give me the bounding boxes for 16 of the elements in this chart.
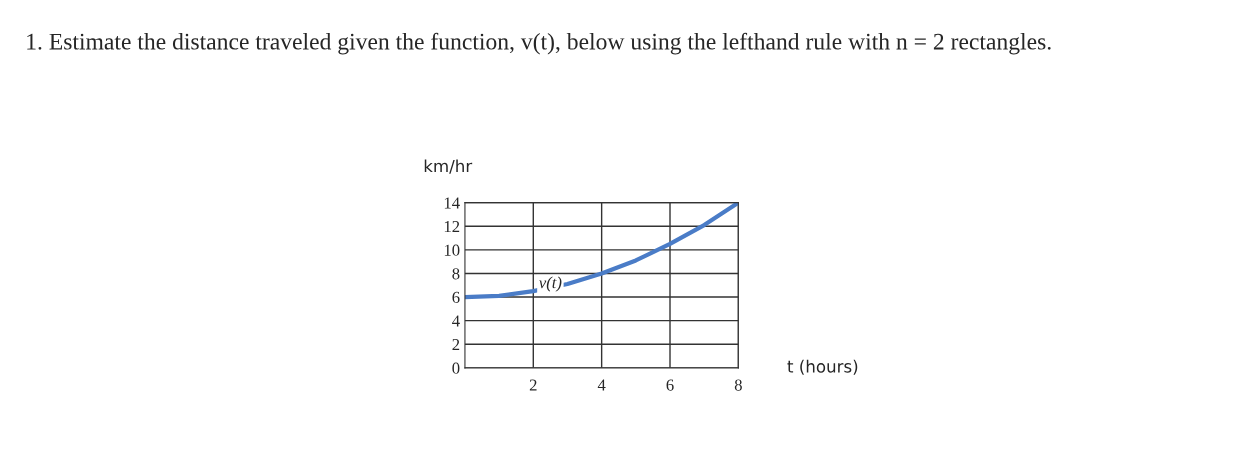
y-axis-title: km/hr [424, 159, 473, 174]
y-tick-label: 0 [452, 362, 460, 374]
y-tick-label: 10 [444, 244, 460, 256]
chart-title: 1. Estimate the distance traveled given the function, v(t), below using the lefthand rule with n = 2 rectangles. [27, 32, 1051, 55]
x-tick-label: 6 [666, 379, 674, 391]
annotation: v(t) [539, 276, 562, 292]
y-tick-label: 4 [452, 315, 460, 327]
y-tick-label: 8 [452, 268, 460, 280]
x-axis-title: t (hours) [787, 359, 858, 375]
y-tick-label: 12 [444, 220, 460, 233]
x-tick-label: 2 [529, 379, 537, 391]
x-tick-label: 4 [597, 379, 606, 391]
x-tick-label: 8 [734, 379, 742, 391]
y-tick-label: 14 [444, 197, 460, 209]
y-tick-label: 2 [452, 338, 460, 351]
y-tick-label: 6 [452, 291, 460, 303]
